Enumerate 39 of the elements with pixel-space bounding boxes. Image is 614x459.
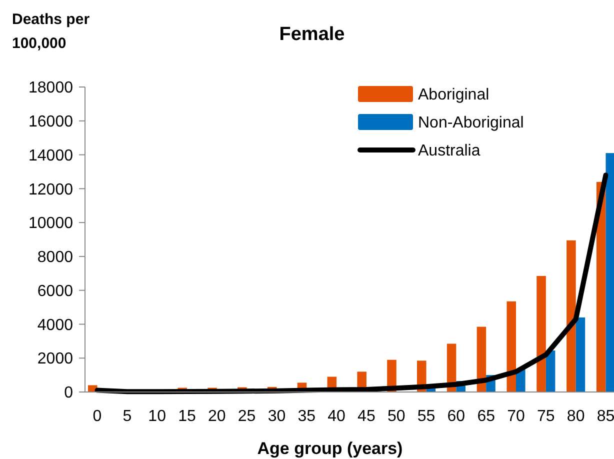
- legend-label: Non-Aboriginal: [418, 114, 524, 132]
- y-tick-label: 6000: [37, 282, 74, 300]
- x-tick-label: 50: [387, 408, 406, 425]
- x-axis-title: Age group (years): [257, 439, 403, 458]
- x-tick-label: 55: [417, 408, 436, 425]
- y-tick-label: 12000: [28, 181, 74, 198]
- bar: [506, 301, 516, 392]
- bar: [606, 153, 614, 392]
- y-tick-label: 18000: [28, 80, 74, 97]
- x-tick-label: 75: [537, 408, 555, 425]
- y-tick-label: 2000: [37, 350, 74, 368]
- x-tick-label: 80: [566, 408, 585, 425]
- x-tick-label: 20: [208, 408, 226, 425]
- y-tick-label: 16000: [28, 113, 74, 130]
- bar: [536, 276, 546, 392]
- legend-label: Australia: [418, 142, 480, 160]
- chart-title: Female: [279, 24, 345, 45]
- y-axis-title: Deaths per 100,000: [12, 11, 90, 52]
- x-tick-label: 35: [298, 408, 316, 425]
- x-tick-label: 5: [122, 408, 132, 425]
- x-tick-label: 15: [178, 408, 196, 425]
- x-tick-label: 85: [596, 408, 614, 425]
- x-tick-label: 70: [507, 408, 526, 425]
- legend-label: Aboriginal: [418, 86, 490, 104]
- x-tick-label: 10: [148, 408, 166, 425]
- y-tick-label: 8000: [37, 249, 74, 266]
- y-tick-label: 10000: [28, 215, 74, 232]
- x-tick-label: 30: [268, 408, 286, 425]
- x-tick-label: 0: [92, 408, 102, 425]
- bar: [576, 317, 586, 392]
- y-tick-label: 14000: [28, 147, 74, 164]
- x-tick-label: 65: [477, 408, 496, 425]
- x-tick-label: 40: [328, 408, 346, 425]
- x-tick-label: 25: [238, 408, 256, 425]
- x-tick-label: 45: [358, 408, 376, 425]
- y-tick-label: 0: [64, 384, 74, 402]
- bar: [566, 240, 576, 392]
- y-tick-label: 4000: [37, 316, 74, 334]
- x-tick-label: 60: [447, 408, 466, 425]
